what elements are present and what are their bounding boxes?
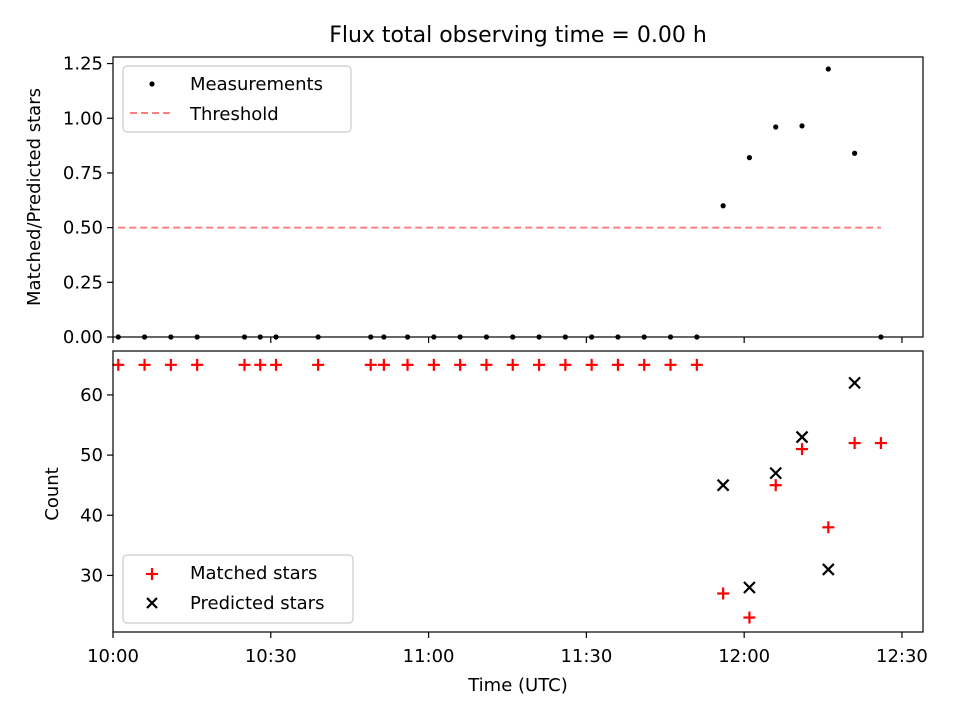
matched-star-point xyxy=(559,358,572,371)
matched-star-point xyxy=(480,358,493,371)
matched-star-point xyxy=(585,358,598,371)
matched-star-point xyxy=(427,358,440,371)
matched-star-point xyxy=(191,358,204,371)
legend-predicted-marker xyxy=(146,597,158,609)
top-legend-box xyxy=(122,65,352,133)
matched-star-point xyxy=(377,358,390,371)
top-y-tick-label: 1.00 xyxy=(63,108,103,129)
top-y-tick-label: 0.75 xyxy=(63,163,103,184)
predicted-star-point xyxy=(716,478,730,492)
measurement-point xyxy=(720,203,726,209)
x-axis-label: Time (UTC) xyxy=(467,675,568,696)
predicted-star-point xyxy=(769,466,783,480)
measurement-point xyxy=(799,123,805,129)
predicted-star-point xyxy=(848,376,861,390)
bottom-y-tick-label: 60 xyxy=(80,385,103,406)
bottom-y-axis-label: Count xyxy=(42,467,63,520)
matched-star-point xyxy=(638,358,651,371)
matched-star-point xyxy=(769,479,782,492)
top-y-tick-label: 1.25 xyxy=(63,54,103,75)
legend-measurements-marker xyxy=(149,81,155,87)
matched-star-point xyxy=(164,358,177,371)
x-tick-label: 12:00 xyxy=(718,646,770,667)
legend-matched-label: Matched stars xyxy=(190,563,317,584)
bottom-plot-marks xyxy=(112,358,887,624)
top-legend: Measurements Threshold xyxy=(122,65,352,133)
predicted-star-point xyxy=(822,563,835,576)
matched-star-point xyxy=(270,358,283,371)
matched-star-point xyxy=(874,437,887,450)
bottom-y-tick-label: 50 xyxy=(80,445,103,466)
legend-threshold-label: Threshold xyxy=(189,104,279,125)
matched-star-point xyxy=(364,358,377,371)
predicted-star-point xyxy=(795,430,809,444)
bottom-axes-frame xyxy=(112,350,924,633)
matched-star-point xyxy=(664,358,677,371)
bottom-y-ticks: 30 40 50 60 xyxy=(80,385,113,586)
legend-matched-marker xyxy=(146,568,158,580)
legend-predicted-label: Predicted stars xyxy=(190,593,324,614)
top-y-tick-label: 0.00 xyxy=(63,327,103,348)
x-tick-label: 12:30 xyxy=(876,646,928,667)
matched-star-point xyxy=(138,358,151,371)
top-panel: 0.00 0.25 0.50 0.75 1.00 1.25 Matched/Predict… xyxy=(24,54,924,348)
top-y-ticks: 0.00 0.25 0.50 0.75 1.00 1.25 xyxy=(63,54,113,348)
matched-star-point xyxy=(822,521,835,534)
measurement-point xyxy=(852,150,858,156)
legend-measurements-label: Measurements xyxy=(190,74,323,95)
x-tick-label: 10:00 xyxy=(87,646,139,667)
matched-star-point xyxy=(312,358,325,371)
matched-star-point xyxy=(454,358,467,371)
matched-star-point xyxy=(238,358,251,371)
matched-star-point xyxy=(401,358,414,371)
top-y-axis-label: Matched/Predicted stars xyxy=(24,88,45,306)
top-x-ticks xyxy=(112,337,903,343)
matched-star-point xyxy=(533,358,546,371)
top-axes-frame xyxy=(112,56,924,338)
measurement-point xyxy=(825,66,831,72)
bottom-legend-box xyxy=(122,554,354,624)
matched-star-point xyxy=(796,443,809,456)
x-tick-label: 11:00 xyxy=(403,646,455,667)
bottom-x-ticks: 10:00 10:30 11:00 11:30 12:00 12:30 xyxy=(87,632,928,667)
matched-star-point xyxy=(848,437,861,450)
matched-star-point xyxy=(717,587,730,600)
top-y-tick-label: 0.50 xyxy=(63,218,103,239)
x-tick-label: 11:30 xyxy=(560,646,612,667)
matched-star-point xyxy=(506,358,519,371)
measurement-point xyxy=(773,124,779,130)
predicted-star-point xyxy=(743,581,756,594)
matched-star-point xyxy=(743,611,756,624)
x-tick-label: 10:30 xyxy=(245,646,297,667)
top-y-tick-label: 0.25 xyxy=(63,272,103,293)
matched-star-point xyxy=(611,358,624,371)
bottom-y-tick-label: 30 xyxy=(80,565,103,586)
measurement-point xyxy=(746,155,753,161)
chart-title: Flux total observing time = 0.00 h xyxy=(329,23,707,48)
matched-star-point xyxy=(690,358,703,371)
matched-star-point xyxy=(112,358,125,371)
bottom-legend: Matched stars Predicted stars xyxy=(122,554,354,624)
matched-star-point xyxy=(254,358,267,371)
bottom-y-tick-label: 40 xyxy=(80,505,103,526)
